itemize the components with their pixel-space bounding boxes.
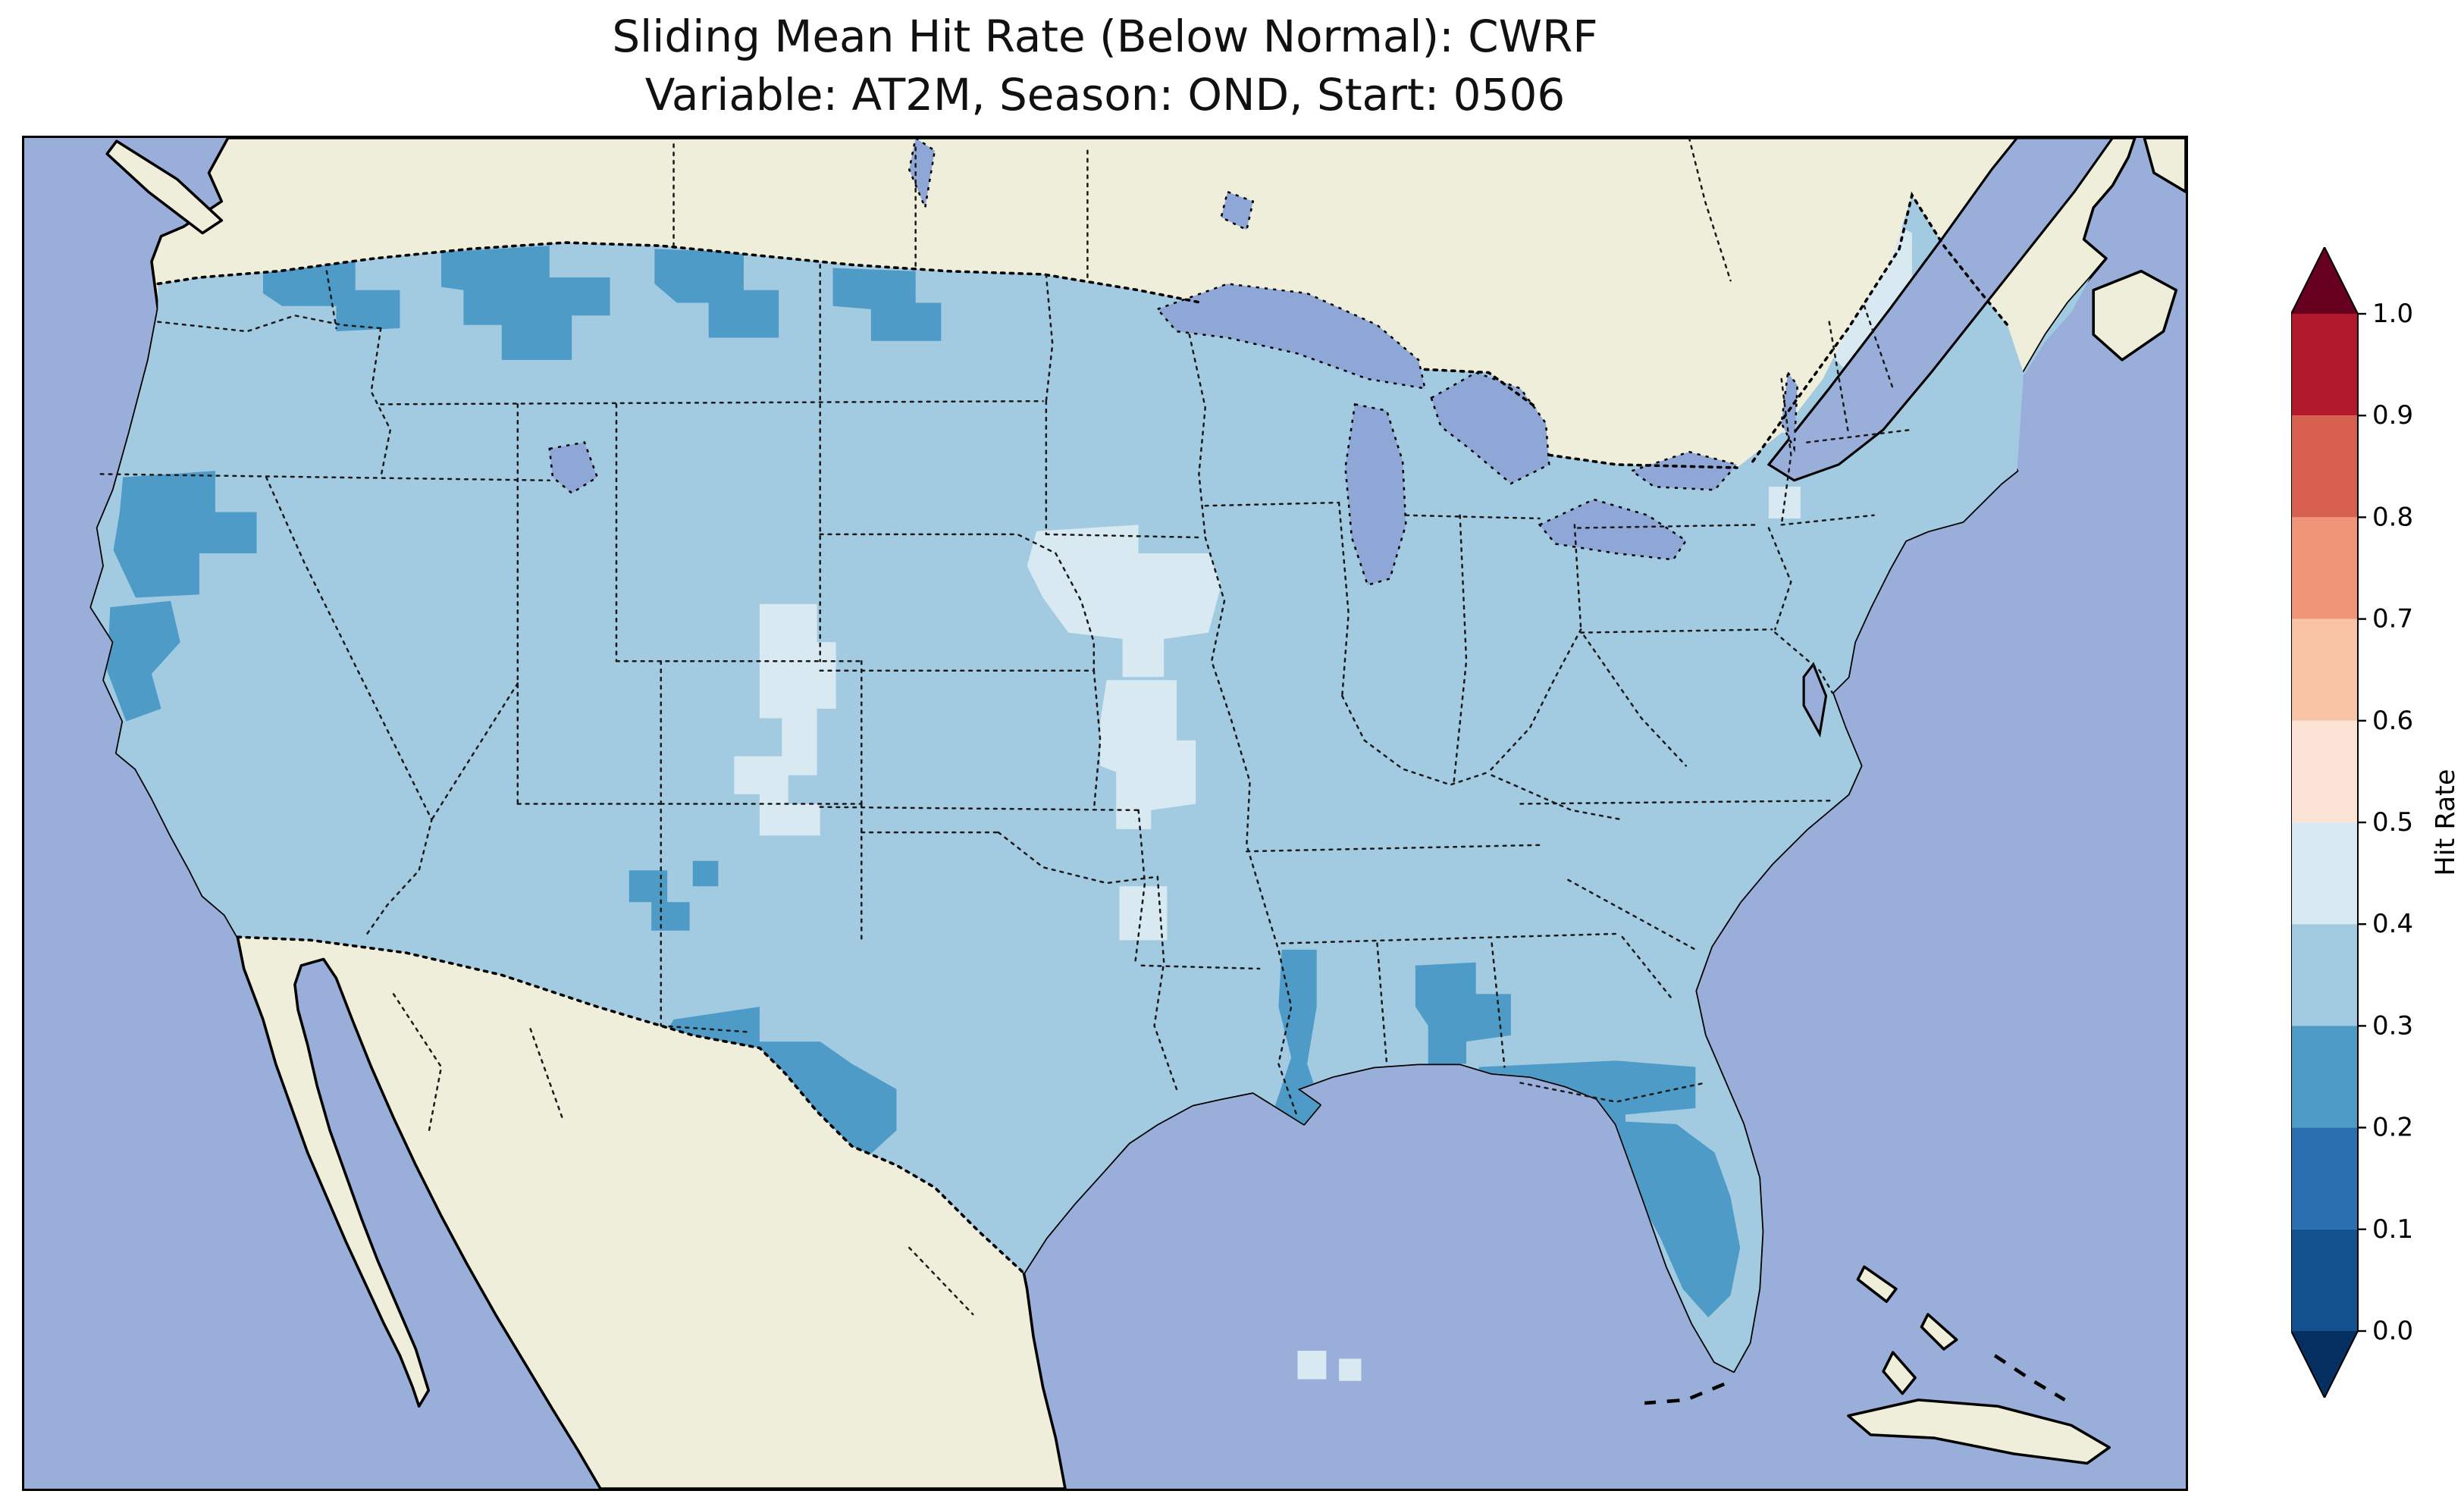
colorbar-band <box>2291 415 2358 518</box>
colorbar-band <box>2291 924 2358 1026</box>
colorbar-tick-label: 0.6 <box>2372 706 2413 736</box>
patch-colorado-1 <box>629 870 690 931</box>
colorbar-tick-label: 0.5 <box>2372 807 2413 838</box>
state-borders <box>99 138 1914 1316</box>
st-lawrence-gulf <box>1766 138 2114 482</box>
colorbar-tick-labels: 1.0 0.9 0.8 0.7 0.6 0.5 0.4 0.3 0.2 0.1 … <box>2372 299 2413 1346</box>
patch-colorado-kansas <box>734 756 820 836</box>
patch-idaho-montana <box>441 246 610 360</box>
lake-nipigon <box>1220 190 1255 232</box>
map-axes <box>22 136 2188 1491</box>
patch-central-montana <box>654 249 779 338</box>
patch-florida-peninsula <box>1610 1120 1741 1318</box>
offshore-cell-2 <box>1339 1358 1362 1381</box>
colorbar-tick-label: 1.0 <box>2372 299 2413 329</box>
colorbar-band <box>2291 1229 2358 1331</box>
lake-ontario <box>1629 450 1739 491</box>
colorbar-tick-label: 0.7 <box>2372 604 2413 634</box>
patch-oregon-california-coast <box>113 471 257 598</box>
patch-missouri <box>1100 680 1196 829</box>
newfoundland-corner <box>2143 138 2186 193</box>
patch-iowa-minnesota <box>1027 525 1221 678</box>
lake-michigan <box>1344 402 1407 587</box>
colorbar-band <box>2291 517 2358 619</box>
colorbar-tick-label: 0.2 <box>2372 1113 2413 1143</box>
colorbar-tick-label: 0.9 <box>2372 400 2413 431</box>
offshore-grid-cells <box>1297 1351 1362 1381</box>
colorbar-band <box>2291 822 2358 925</box>
patch-east-montana <box>832 268 942 341</box>
plot-title: Sliding Mean Hit Rate (Below Normal): CW… <box>612 11 1598 62</box>
colorbar-band <box>2291 1127 2358 1229</box>
plot-title-block: Sliding Mean Hit Rate (Below Normal): CW… <box>22 8 2188 124</box>
colorbar-band <box>2291 720 2358 822</box>
national-borders <box>156 191 2009 1275</box>
nova-scotia <box>2092 269 2178 362</box>
bahamas-island-2 <box>1920 1313 1958 1351</box>
bahamas-island-3 <box>1882 1351 1917 1395</box>
colorbar-tick-label: 0.8 <box>2372 502 2413 532</box>
patch-mississippi-corridor <box>1275 949 1324 1153</box>
patch-colorado-2 <box>692 860 719 887</box>
patch-missouri-spot <box>1119 886 1168 941</box>
colorbar-tick-label: 0.4 <box>2372 909 2413 939</box>
colorbar-canvas: 1.0 0.9 0.8 0.7 0.6 0.5 0.4 0.3 0.2 0.1 … <box>2291 247 2461 1398</box>
great-salt-lake <box>548 441 599 495</box>
colorbar-ticks <box>2358 312 2366 1333</box>
map-canvas <box>24 138 2186 1489</box>
colorbar-tick-label: 0.3 <box>2372 1010 2413 1041</box>
colorbar-band <box>2291 314 2358 416</box>
colorbar-band <box>2291 619 2358 721</box>
vancouver-island <box>105 139 224 235</box>
plot-subtitle: Variable: AT2M, Season: OND, Start: 0506 <box>644 68 1566 121</box>
colorbar-tick-label: 0.0 <box>2372 1316 2413 1346</box>
patch-alabama-georgia <box>1415 962 1511 1064</box>
colorbar-under-arrow <box>2291 1331 2358 1398</box>
cuba <box>1847 1398 2111 1465</box>
patch-nebraska-kansas <box>759 603 836 775</box>
offshore-cell-1 <box>1297 1351 1327 1380</box>
colorbar-over-arrow <box>2291 247 2358 314</box>
colorbar-tick-label: 0.1 <box>2372 1214 2413 1245</box>
inland-water-layer <box>1766 138 2114 738</box>
lake-superior <box>1155 283 1427 390</box>
colorbar-band <box>2291 1026 2358 1128</box>
us-mexico-border <box>236 935 1026 1275</box>
colorbar: 1.0 0.9 0.8 0.7 0.6 0.5 0.4 0.3 0.2 0.1 … <box>2291 247 2464 1398</box>
lake-huron <box>1430 371 1550 485</box>
colorbar-axis-label: Hit Rate <box>2431 769 2461 875</box>
patch-north-california-coast <box>107 600 180 722</box>
chesapeake-bay <box>1802 662 1828 738</box>
bahamas-island-1 <box>1856 1265 1898 1303</box>
us-canada-border <box>156 191 2009 469</box>
